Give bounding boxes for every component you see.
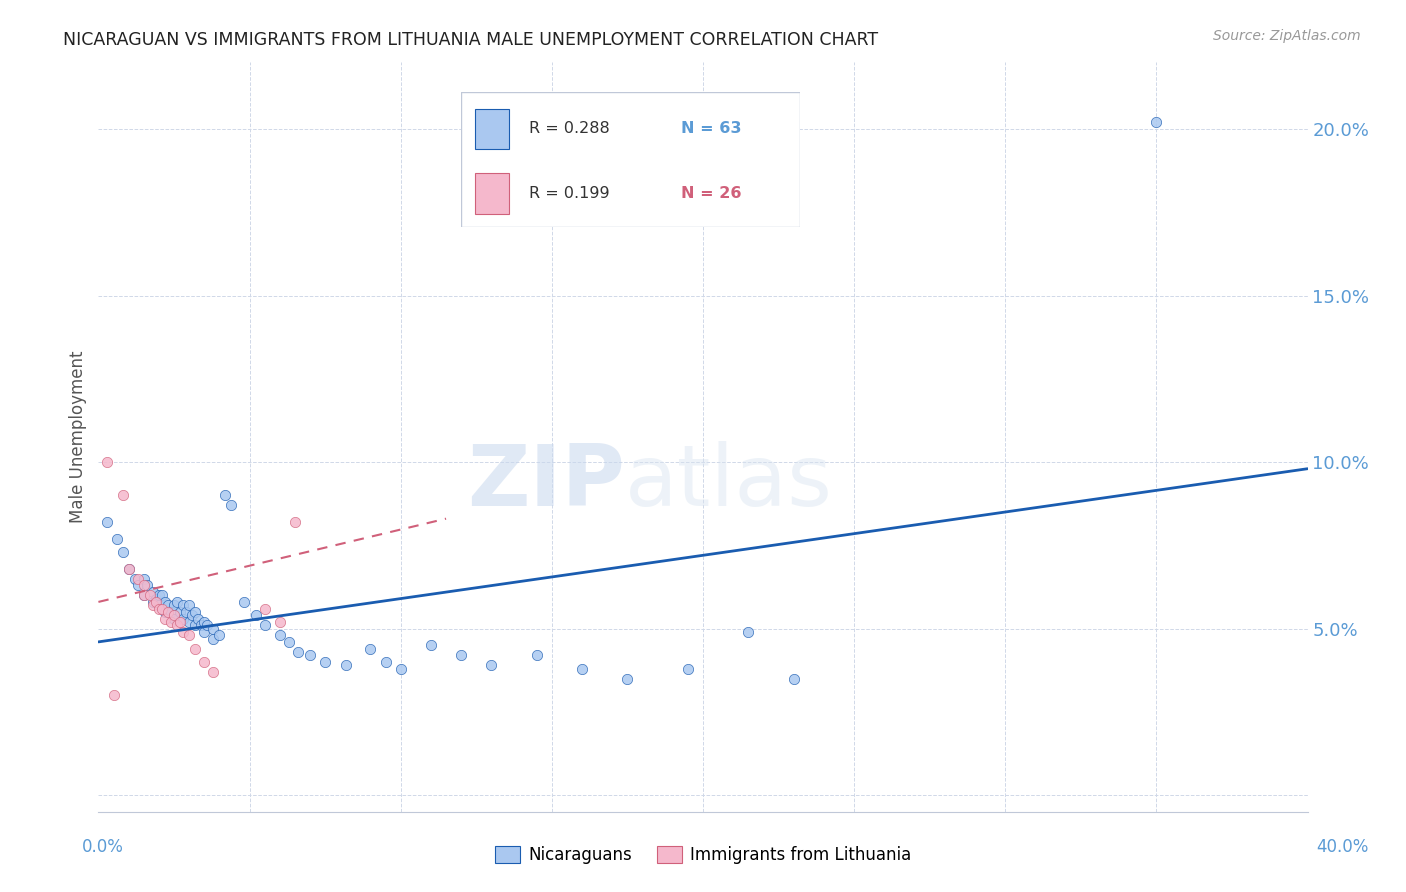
- Point: [193, 624, 215, 639]
- Point: [172, 599, 194, 613]
- Y-axis label: Male Unemployment: Male Unemployment: [69, 351, 87, 524]
- Point: [163, 608, 186, 623]
- Text: Source: ZipAtlas.com: Source: ZipAtlas.com: [1213, 29, 1361, 43]
- Point: [174, 605, 197, 619]
- Point: [153, 611, 176, 625]
- Point: [284, 515, 307, 529]
- Point: [172, 624, 194, 639]
- Point: [783, 672, 806, 686]
- Point: [111, 545, 134, 559]
- Point: [269, 615, 291, 629]
- Point: [1144, 115, 1167, 129]
- Point: [184, 641, 207, 656]
- Point: [737, 624, 759, 639]
- Point: [148, 588, 170, 602]
- Point: [202, 622, 225, 636]
- Point: [132, 588, 155, 602]
- Point: [127, 572, 149, 586]
- Point: [103, 688, 125, 702]
- Point: [148, 599, 170, 613]
- Legend: Nicaraguans, Immigrants from Lithuania: Nicaraguans, Immigrants from Lithuania: [488, 839, 918, 871]
- Point: [193, 655, 215, 669]
- Point: [360, 641, 382, 656]
- Point: [232, 595, 254, 609]
- Point: [124, 572, 146, 586]
- Point: [526, 648, 548, 663]
- Point: [253, 618, 276, 632]
- Point: [299, 648, 322, 663]
- Point: [166, 618, 188, 632]
- Point: [105, 532, 128, 546]
- Text: ZIP: ZIP: [467, 441, 624, 524]
- Point: [195, 618, 218, 632]
- Point: [184, 605, 207, 619]
- Point: [571, 661, 593, 675]
- Point: [181, 608, 204, 623]
- Point: [314, 655, 336, 669]
- Point: [187, 611, 209, 625]
- Point: [420, 638, 443, 652]
- Point: [169, 615, 191, 629]
- Point: [135, 578, 157, 592]
- Text: atlas: atlas: [624, 441, 832, 524]
- Text: 0.0%: 0.0%: [82, 838, 124, 856]
- Point: [214, 488, 236, 502]
- Point: [253, 601, 276, 615]
- Point: [142, 599, 165, 613]
- Point: [160, 615, 183, 629]
- Point: [127, 578, 149, 592]
- Point: [208, 628, 231, 642]
- Point: [145, 595, 167, 609]
- Point: [172, 611, 194, 625]
- Point: [202, 665, 225, 679]
- Point: [156, 599, 179, 613]
- Point: [118, 561, 141, 575]
- Point: [676, 661, 699, 675]
- Point: [481, 658, 503, 673]
- Point: [132, 572, 155, 586]
- Point: [150, 601, 173, 615]
- Point: [160, 605, 183, 619]
- Point: [179, 599, 201, 613]
- Point: [450, 648, 472, 663]
- Point: [166, 595, 188, 609]
- Point: [287, 645, 309, 659]
- Point: [153, 605, 176, 619]
- Point: [335, 658, 357, 673]
- Point: [221, 499, 243, 513]
- Point: [179, 615, 201, 629]
- Point: [132, 588, 155, 602]
- Point: [96, 455, 118, 469]
- Point: [111, 488, 134, 502]
- Point: [389, 661, 412, 675]
- Point: [374, 655, 396, 669]
- Text: 40.0%: 40.0%: [1316, 838, 1369, 856]
- Point: [96, 515, 118, 529]
- Text: NICARAGUAN VS IMMIGRANTS FROM LITHUANIA MALE UNEMPLOYMENT CORRELATION CHART: NICARAGUAN VS IMMIGRANTS FROM LITHUANIA …: [63, 31, 879, 49]
- Point: [184, 618, 207, 632]
- Point: [139, 588, 162, 602]
- Point: [132, 578, 155, 592]
- Point: [148, 601, 170, 615]
- Point: [202, 632, 225, 646]
- Point: [616, 672, 638, 686]
- Point: [118, 561, 141, 575]
- Point: [190, 618, 212, 632]
- Point: [169, 605, 191, 619]
- Point: [163, 611, 186, 625]
- Point: [142, 595, 165, 609]
- Point: [163, 599, 186, 613]
- Point: [193, 615, 215, 629]
- Point: [145, 591, 167, 606]
- Point: [245, 608, 267, 623]
- Point: [150, 588, 173, 602]
- Point: [269, 628, 291, 642]
- Point: [153, 595, 176, 609]
- Point: [277, 635, 299, 649]
- Point: [142, 585, 165, 599]
- Point: [156, 605, 179, 619]
- Point: [179, 628, 201, 642]
